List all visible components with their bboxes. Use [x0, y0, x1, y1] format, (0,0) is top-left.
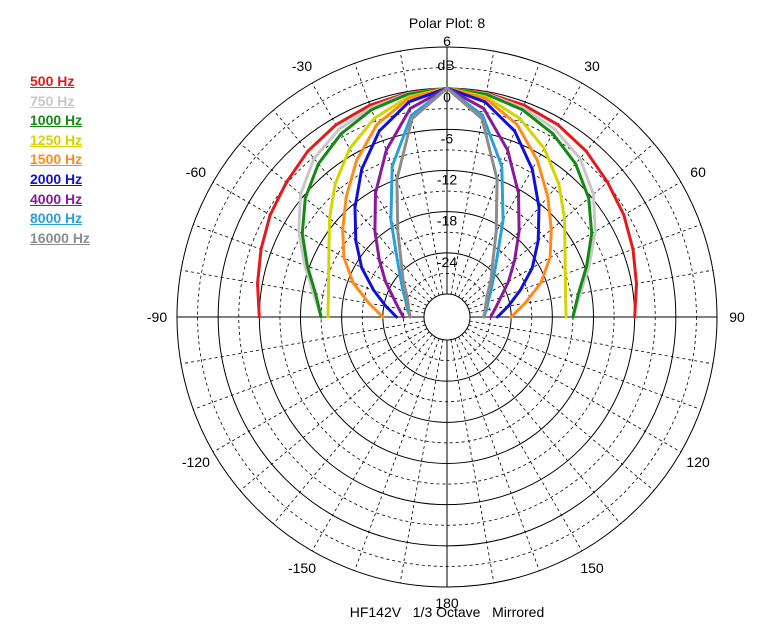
legend-item-1: 750 Hz — [30, 92, 75, 109]
legend-item-3: 1250 Hz — [30, 131, 83, 148]
series-group — [256, 86, 638, 319]
angle-label: -90 — [147, 309, 167, 325]
chart-title: Polar Plot: 8 — [409, 15, 485, 31]
angle-label: -60 — [186, 164, 206, 180]
legend-item-0: 500 Hz — [30, 73, 75, 89]
radial-tick-label: 0 — [443, 89, 451, 105]
grid-ring — [176, 46, 718, 588]
legend-item-7: 8000 Hz — [30, 210, 83, 227]
angle-label: 6 — [443, 33, 451, 49]
angle-label: 90 — [729, 309, 745, 325]
grid-ring — [279, 149, 615, 485]
grid-ring — [238, 108, 656, 526]
angle-label: 120 — [686, 454, 710, 470]
angle-label: 180 — [435, 595, 459, 611]
legend: 500 Hz 750 Hz 1000 Hz 1250 Hz 1500 Hz 2000 Hz… — [30, 72, 90, 248]
legend-item-2: 1000 Hz — [30, 112, 83, 129]
chart-footer: HF142V 1/3 Octave Mirrored — [350, 604, 545, 620]
legend-item-6: 4000 Hz — [30, 190, 83, 207]
angle-label: -30 — [292, 58, 312, 74]
grid-ring — [300, 170, 594, 464]
angle-label: 30 — [584, 58, 600, 74]
grid-ring — [361, 231, 533, 403]
radial-tick-label: -24 — [437, 254, 457, 270]
series-line-8 — [395, 86, 499, 319]
radial-tick-label: -18 — [437, 213, 457, 229]
radial-unit-label: dB — [437, 57, 454, 73]
angle-label: 60 — [690, 164, 706, 180]
legend-item-4: 1500 Hz — [30, 151, 83, 168]
legend-item-5: 2000 Hz — [30, 170, 83, 187]
angle-label: -150 — [288, 560, 316, 576]
legend-item-8: 16000 Hz — [30, 229, 90, 246]
angle-label: -120 — [182, 454, 210, 470]
angle-label: 150 — [580, 560, 604, 576]
grid-ring — [341, 211, 553, 423]
center-hole — [423, 293, 471, 341]
radial-tick-label: -6 — [441, 130, 454, 146]
grid-ring — [197, 67, 697, 567]
axis-labels: 6 30 -30 60 -60 90 -90 120 -120 150 -150 180 dB 0 -6 -1… — [147, 33, 745, 611]
radial-tick-label: -12 — [437, 172, 457, 188]
